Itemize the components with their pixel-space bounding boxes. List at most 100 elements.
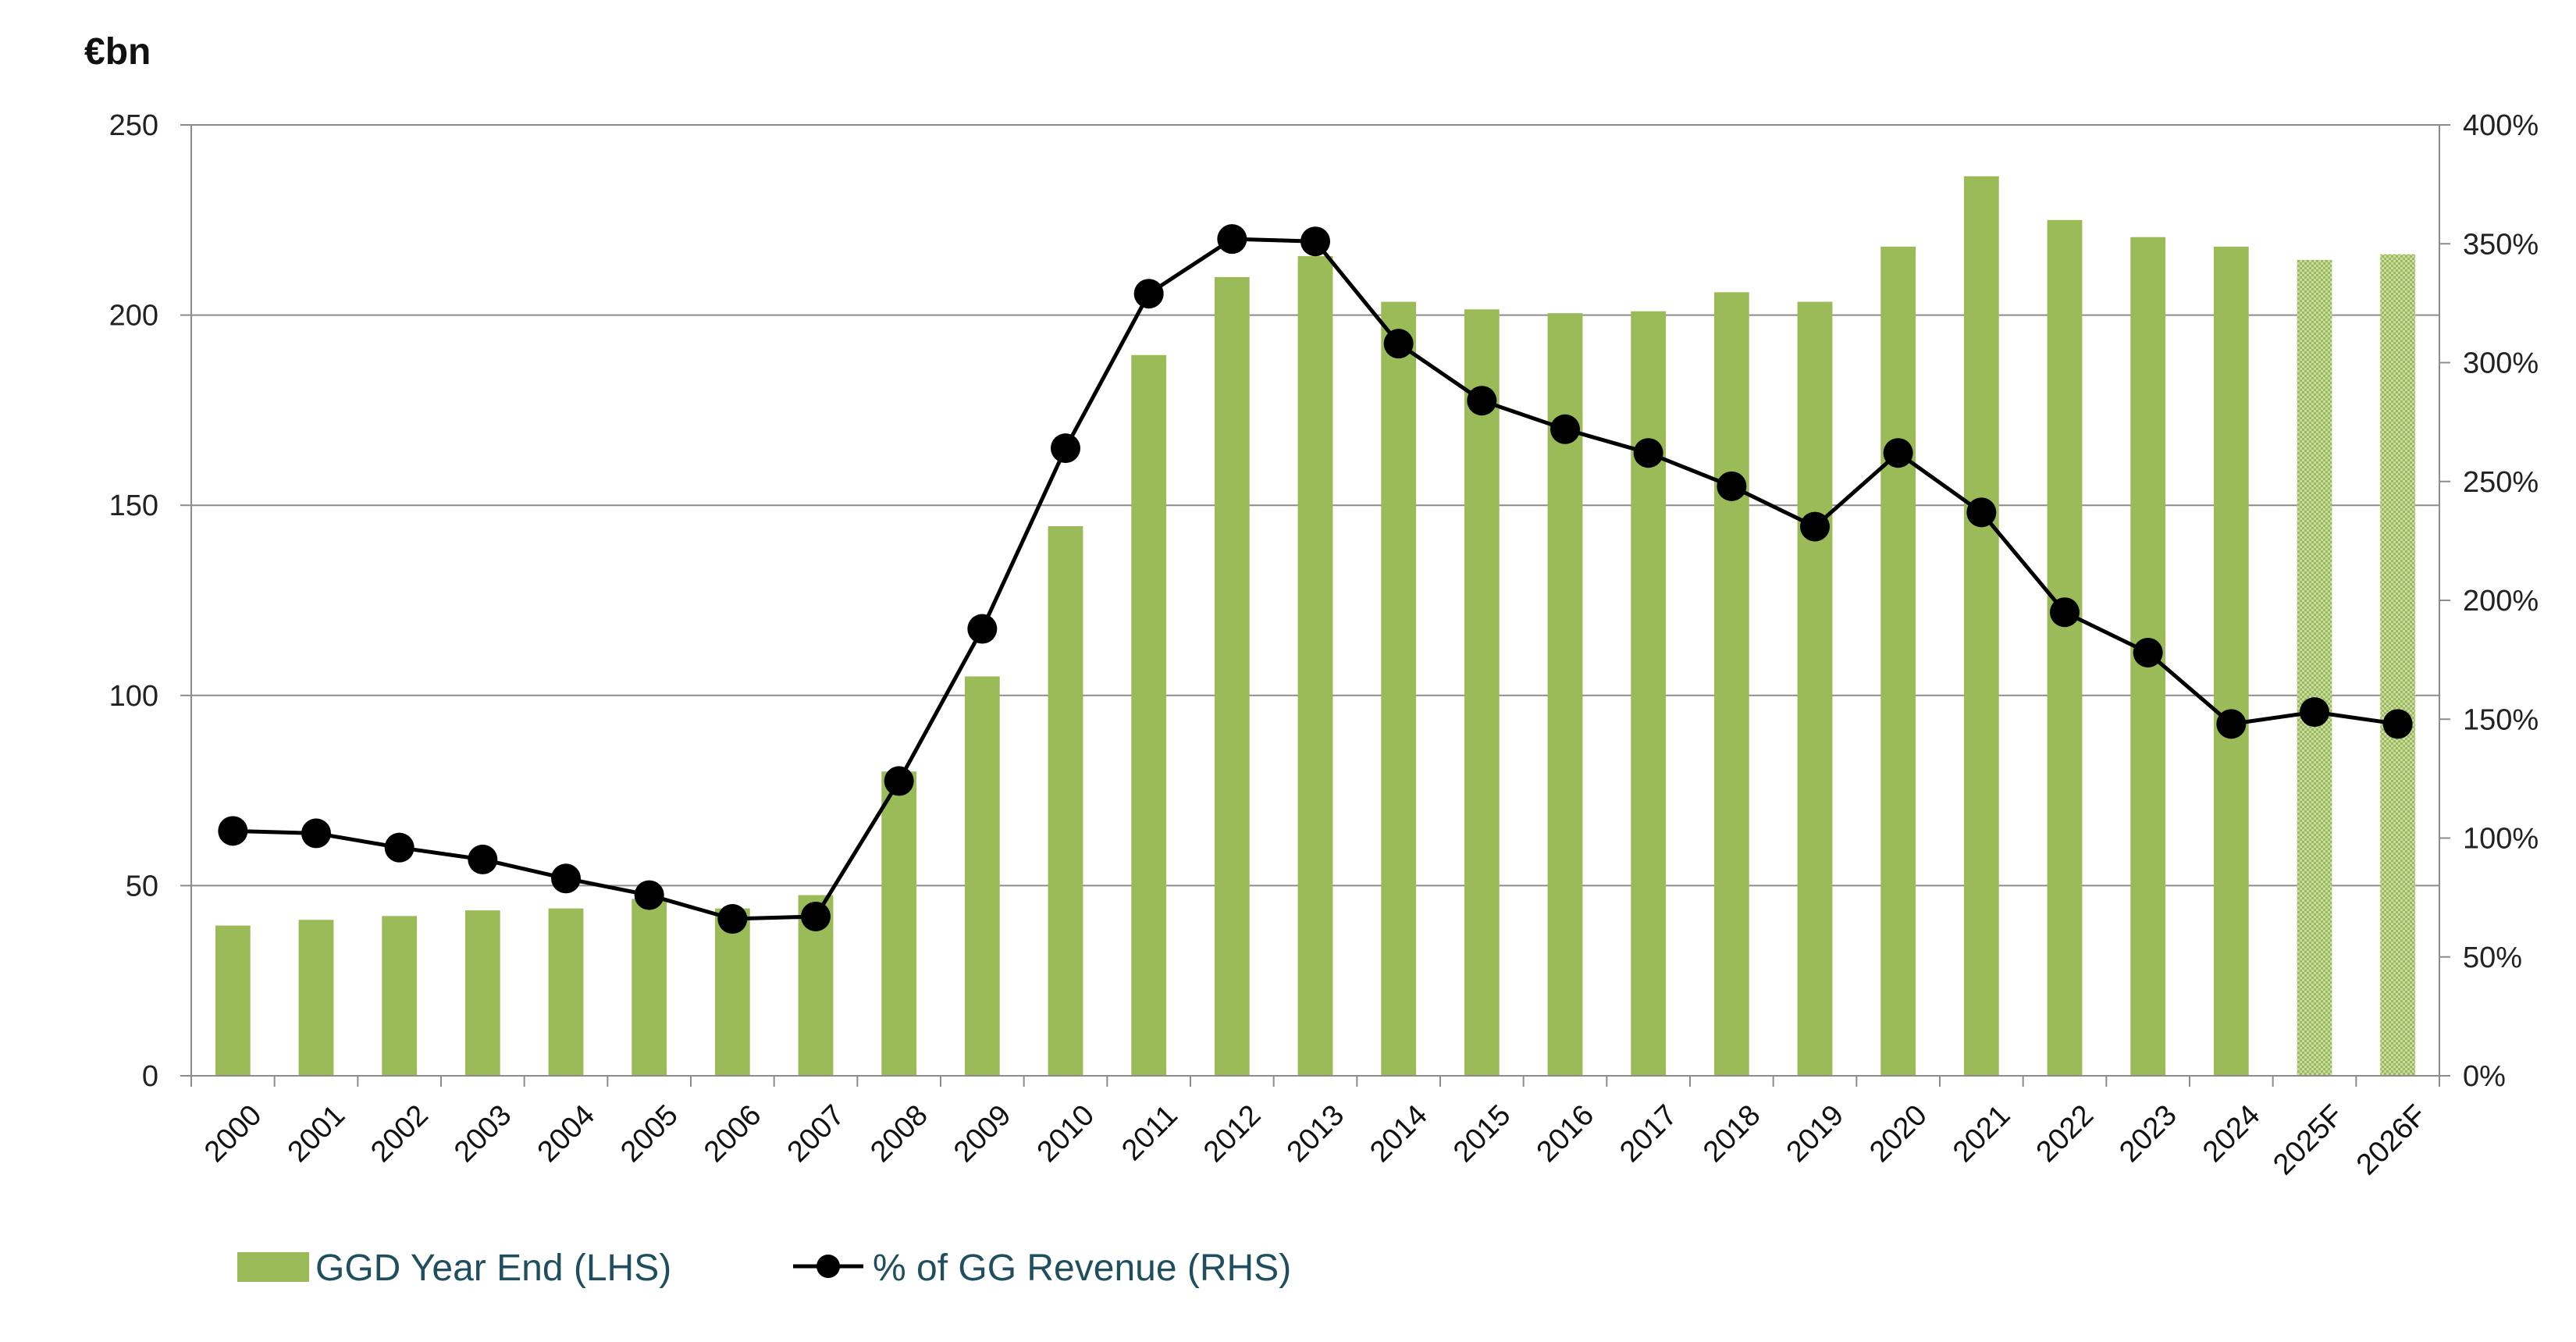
bar [382, 916, 418, 1076]
y-right-tick-label: 350% [2463, 228, 2539, 261]
y-left-tick-label: 0 [142, 1060, 158, 1093]
x-tick-label: 2006 [698, 1098, 767, 1168]
legend-label-bars: GGD Year End (LHS) [315, 1248, 671, 1289]
x-tick-label: 2021 [1947, 1098, 2016, 1168]
bar [1381, 301, 1417, 1077]
x-tick-label: 2015 [1447, 1098, 1517, 1168]
line-point [801, 901, 831, 931]
x-tick-label: 2009 [948, 1098, 1017, 1168]
y-right-tick-label: 400% [2463, 109, 2539, 142]
bar [464, 910, 500, 1076]
x-tick-label: 2013 [1281, 1098, 1350, 1168]
legend-label-line: % of GG Revenue (RHS) [873, 1248, 1291, 1289]
line-series [218, 224, 2413, 934]
y-right-tick-label: 250% [2463, 466, 2539, 499]
bar [1131, 354, 1167, 1077]
y-right-tick-label: 100% [2463, 823, 2539, 856]
y-right-tick-label: 50% [2463, 942, 2522, 974]
legend-swatch-bars [237, 1252, 309, 1282]
line-point [384, 832, 415, 863]
bar [2213, 246, 2249, 1076]
axes [180, 124, 2450, 1087]
x-tick-label: 2003 [448, 1098, 518, 1168]
x-tick-label: 2010 [1031, 1098, 1101, 1168]
bar [632, 899, 667, 1076]
line-point [1217, 224, 1247, 255]
y-left-tick-label: 100 [109, 680, 158, 713]
line-point [218, 816, 248, 846]
x-tick-label: 2000 [198, 1098, 268, 1168]
x-tick-label: 2014 [1364, 1098, 1433, 1168]
legend-swatch-marker [817, 1255, 840, 1278]
line-point [2133, 637, 2163, 667]
line-point [1717, 471, 1747, 501]
line-point [1300, 226, 1330, 257]
x-tick-label: 2022 [2030, 1098, 2100, 1168]
bar [1797, 301, 1833, 1077]
y-left-tick-label: 200 [109, 300, 158, 333]
x-tick-label: 2005 [614, 1098, 684, 1168]
legend: GGD Year End (LHS) % of GG Revenue (RHS) [237, 1248, 1291, 1289]
bar [2380, 254, 2416, 1077]
bar [1464, 309, 1500, 1076]
x-tick-label: 2026F [2350, 1098, 2433, 1181]
x-tick-label: 2024 [2197, 1098, 2266, 1168]
bar [2297, 259, 2332, 1076]
line-point [1633, 438, 1663, 468]
bar [1214, 276, 1250, 1076]
x-tick-label: 2018 [1697, 1098, 1767, 1168]
bar-series [215, 176, 2416, 1077]
bar [1963, 176, 1999, 1077]
line-point [2216, 709, 2247, 739]
line-point [1133, 279, 1164, 309]
x-tick-label: 2023 [2113, 1098, 2183, 1168]
line-point [1550, 414, 1580, 444]
bar [298, 920, 334, 1076]
y-left-unit-label: €bn [84, 31, 151, 73]
y-right-tick-label: 150% [2463, 703, 2539, 736]
bar [2047, 219, 2083, 1076]
line-point [468, 844, 498, 874]
x-tick-label: 2001 [282, 1098, 351, 1168]
line-point [967, 614, 998, 644]
y-right-tick-label: 0% [2463, 1060, 2506, 1093]
line-point [551, 863, 581, 894]
line-point [1966, 497, 1997, 528]
bar [1297, 256, 1333, 1077]
line-point [2050, 597, 2080, 628]
y-left-tick-label: 150 [109, 489, 158, 522]
x-tick-label: 2008 [864, 1098, 934, 1168]
y-left-tick-label: 50 [126, 870, 158, 902]
line-point [717, 904, 748, 934]
x-tick-label: 2012 [1197, 1098, 1267, 1168]
x-tick-label: 2025F [2267, 1098, 2350, 1181]
bar [714, 908, 750, 1076]
line-point [634, 880, 664, 910]
line-point [1383, 329, 1414, 359]
bar [1880, 246, 1916, 1076]
bar [1713, 292, 1749, 1076]
line-point [2300, 697, 2329, 728]
bar [215, 925, 251, 1076]
line-point [2382, 709, 2413, 739]
x-tick-label: 2016 [1531, 1098, 1600, 1168]
line-point [1800, 511, 1830, 542]
x-tick-label: 2020 [1863, 1098, 1933, 1168]
x-tick-label: 2007 [781, 1098, 851, 1168]
line-point [1467, 386, 1497, 416]
y-right-tick-label: 200% [2463, 585, 2539, 618]
line-point [301, 818, 331, 849]
bar [881, 771, 917, 1076]
x-tick-label: 2004 [532, 1098, 601, 1168]
x-tick-label: 2019 [1781, 1098, 1850, 1168]
x-tick-label: 2017 [1614, 1098, 1683, 1168]
y-right-tick-label: 300% [2463, 347, 2539, 380]
line-point [1051, 433, 1080, 464]
line-point [884, 766, 914, 796]
bar [964, 676, 1000, 1076]
x-tick-label: 2011 [1115, 1098, 1183, 1166]
y-left-tick-label: 250 [109, 109, 158, 142]
bar [1048, 525, 1083, 1076]
bar [1631, 311, 1667, 1076]
